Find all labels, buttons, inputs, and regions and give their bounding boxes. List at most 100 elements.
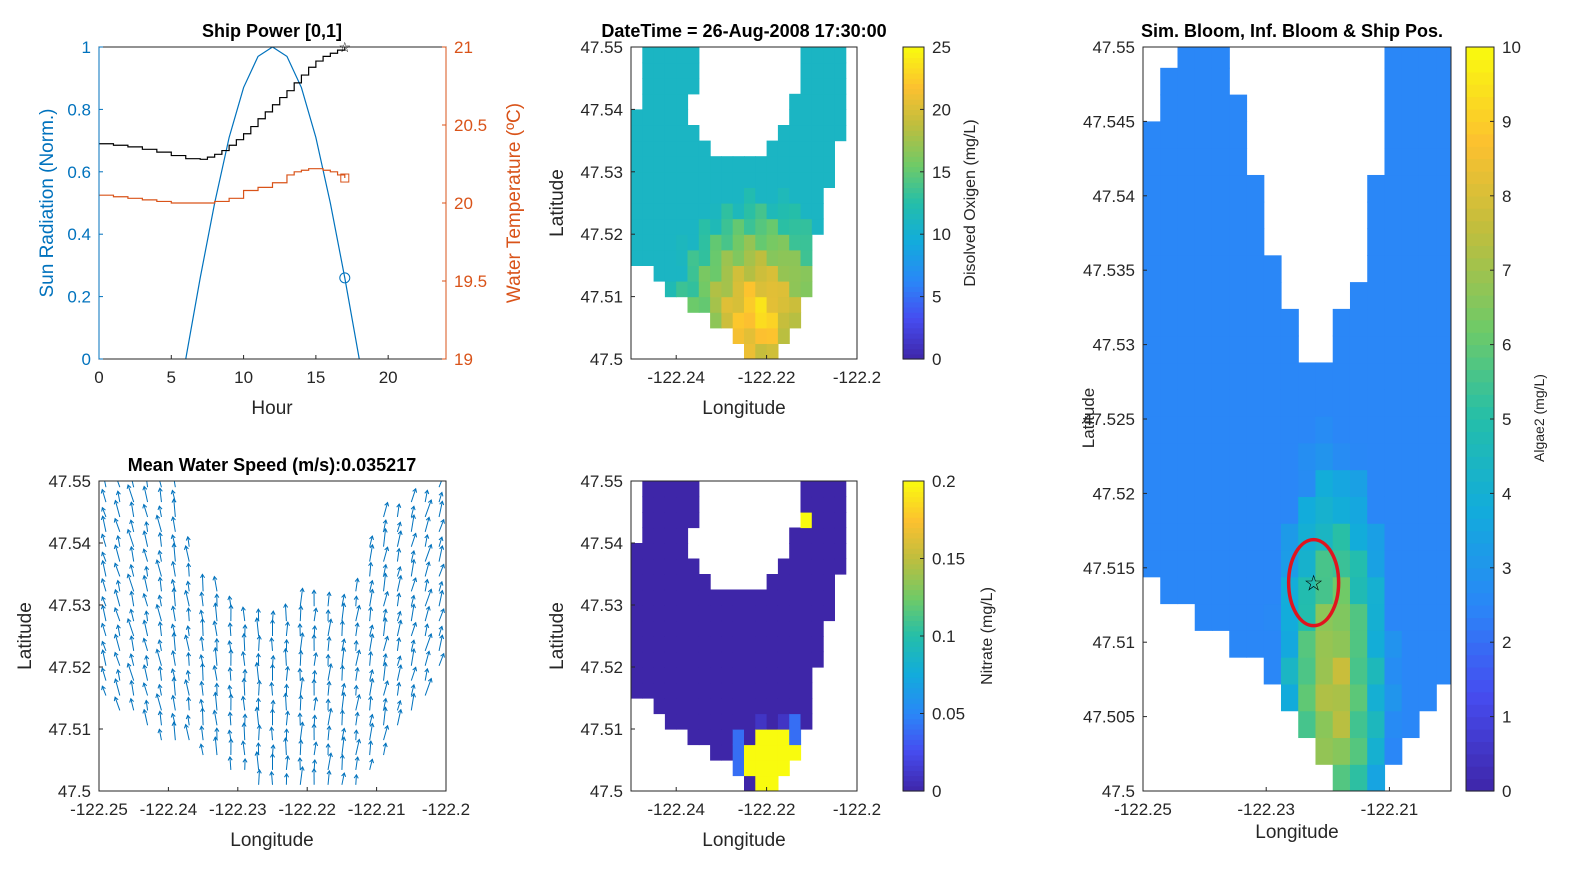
heatmap-cell [631, 250, 643, 266]
heatmap-cell [699, 652, 711, 668]
heatmap-cell [1367, 416, 1385, 443]
x-tick-label: 5 [167, 368, 176, 387]
colorbar-segment [903, 47, 924, 53]
velocity-arrow [244, 634, 245, 651]
heatmap-cell [642, 481, 654, 497]
heatmap-cell [676, 652, 688, 668]
heatmap-cell [1177, 416, 1195, 443]
x-tick-label: -122.21 [348, 800, 406, 819]
colorbar-segment [1466, 754, 1494, 767]
heatmap-cell [676, 125, 688, 141]
colorbar-segment [903, 125, 924, 131]
heatmap-cell [744, 683, 756, 699]
heatmap-cell [1281, 389, 1299, 416]
heatmap-cell [710, 172, 722, 188]
heatmap-cell [631, 141, 643, 157]
heatmap-cell [654, 512, 666, 528]
heatmap-cell [823, 528, 835, 544]
heatmap-cell [778, 312, 790, 328]
heatmap-cell [733, 281, 745, 297]
heatmap-cell [710, 203, 722, 219]
x-tick-label: -122.2 [833, 368, 881, 387]
heatmap-cell [1402, 711, 1420, 738]
colorbar-segment [903, 172, 924, 178]
heatmap-cell [1384, 737, 1402, 764]
y-tick-label: 0.4 [67, 225, 91, 244]
colorbar-segment [903, 115, 924, 121]
colorbar-segment [903, 491, 924, 497]
colorbar-segment [1466, 283, 1494, 296]
heatmap-cell [755, 776, 767, 792]
heatmap-cell [710, 729, 722, 745]
heatmap-cell [1143, 416, 1161, 443]
colorbar-tick-label: 0.15 [932, 550, 965, 569]
heatmap-cell [1143, 523, 1161, 550]
heatmap-cell [801, 528, 813, 544]
heatmap-cell [1160, 470, 1178, 497]
heatmap-cell [1367, 336, 1385, 363]
heatmap-cell [1298, 443, 1316, 470]
heatmap-cell [1333, 737, 1351, 764]
colorbar-segment [1466, 568, 1494, 581]
heatmap-cell [1384, 550, 1402, 577]
heatmap-cell [665, 281, 677, 297]
heatmap-cell [812, 203, 824, 219]
colorbar-segment [1466, 97, 1494, 110]
heatmap-cell [631, 590, 643, 606]
heatmap-cell [812, 497, 824, 513]
colorbar-segment [903, 760, 924, 766]
heatmap-cell [733, 760, 745, 776]
heatmap-cell [1350, 496, 1368, 523]
colorbar-tick-label: 5 [932, 288, 941, 307]
heatmap-cell [676, 621, 688, 637]
colorbar-segment [903, 559, 924, 565]
heatmap-cell [812, 78, 824, 94]
colorbar-segment [903, 538, 924, 544]
heatmap-cell [665, 234, 677, 250]
water-speed-xlabel: Longitude [230, 830, 313, 851]
heatmap-cell [801, 667, 813, 683]
heatmap-cell [676, 574, 688, 590]
heatmap-cell [1246, 282, 1264, 309]
heatmap-cell [767, 683, 779, 699]
heatmap-cell [1419, 121, 1437, 148]
heatmap-cell [642, 683, 654, 699]
colorbar-segment [903, 507, 924, 513]
heatmap-cell [665, 219, 677, 235]
colorbar-segment [903, 245, 924, 251]
heatmap-cell [654, 219, 666, 235]
heatmap-cell [778, 125, 790, 141]
heatmap-cell [1350, 282, 1368, 309]
heatmap-cell [665, 109, 677, 125]
heatmap-cell [744, 605, 756, 621]
heatmap-cell [1367, 255, 1385, 282]
velocity-arrow [188, 697, 189, 710]
heatmap-cell [654, 47, 666, 63]
heatmap-cell [721, 714, 733, 730]
heatmap-cell [767, 605, 779, 621]
heatmap-cell [789, 297, 801, 313]
heatmap-cell [812, 652, 824, 668]
heatmap-cell [710, 745, 722, 761]
heatmap-cell [1333, 470, 1351, 497]
heatmap-cell [801, 141, 813, 157]
heatmap-cell [778, 683, 790, 699]
heatmap-cell [665, 605, 677, 621]
heatmap-cell [1367, 496, 1385, 523]
heatmap-cell [710, 683, 722, 699]
colorbar-segment [903, 512, 924, 518]
heatmap-cell [654, 78, 666, 94]
heatmap-cell [778, 187, 790, 203]
heatmap-cell [812, 125, 824, 141]
heatmap-cell [812, 172, 824, 188]
heatmap-cell [654, 528, 666, 544]
heatmap-cell [834, 78, 846, 94]
heatmap-cell [1402, 684, 1420, 711]
heatmap-cell [1384, 148, 1402, 175]
heatmap-cell [1195, 255, 1213, 282]
heatmap-cell [1177, 577, 1195, 604]
heatmap-cell [665, 559, 677, 575]
heatmap-cell [688, 698, 700, 714]
heatmap-cell [1315, 389, 1333, 416]
heatmap-cell [733, 297, 745, 313]
